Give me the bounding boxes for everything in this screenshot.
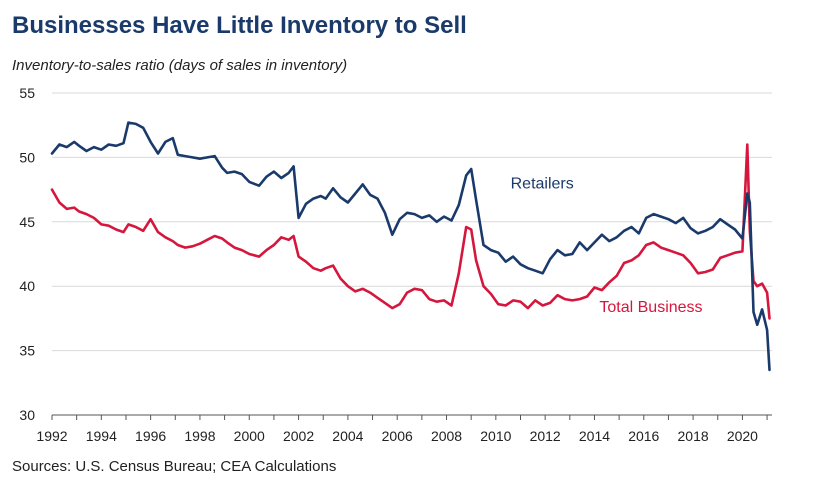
series-label-retailers: Retailers bbox=[511, 175, 574, 192]
y-tick-label: 30 bbox=[19, 407, 35, 423]
x-tick-label: 2014 bbox=[579, 428, 610, 444]
x-tick-label: 2002 bbox=[283, 428, 314, 444]
x-tick-label: 1996 bbox=[135, 428, 166, 444]
y-tick-label: 35 bbox=[19, 343, 35, 359]
x-tick-label: 1998 bbox=[184, 428, 215, 444]
series-labels: Retailers Total Business bbox=[511, 175, 703, 316]
gridlines bbox=[52, 92, 772, 352]
chart-subtitle: Inventory-to-sales ratio (days of sales … bbox=[12, 57, 348, 74]
y-tick-label: 55 bbox=[19, 85, 35, 101]
x-tick-label: 2018 bbox=[678, 428, 709, 444]
y-tick-label: 45 bbox=[19, 214, 35, 230]
x-tick-label: 2000 bbox=[234, 428, 265, 444]
x-tick-label: 2004 bbox=[332, 428, 363, 444]
series-label-total-business: Total Business bbox=[599, 299, 702, 316]
x-tick-label: 2008 bbox=[431, 428, 462, 444]
series bbox=[50, 121, 771, 372]
series-line-retailers bbox=[50, 121, 771, 372]
source-note: Sources: U.S. Census Bureau; CEA Calcula… bbox=[12, 458, 337, 475]
x-tick-label: 2016 bbox=[628, 428, 659, 444]
series-line-total-business bbox=[50, 143, 771, 320]
x-tick-label: 1992 bbox=[36, 428, 67, 444]
x-tick-label: 2012 bbox=[530, 428, 561, 444]
chart-title: Businesses Have Little Inventory to Sell bbox=[12, 12, 467, 39]
y-tick-label: 50 bbox=[19, 149, 35, 165]
x-tick-label: 2006 bbox=[382, 428, 413, 444]
x-tick-label: 1994 bbox=[86, 428, 117, 444]
axes: 30 35 40 45 50 55 1992 1994 1996 1998 2000 2002 2004… bbox=[19, 85, 772, 444]
x-tick-label: 2010 bbox=[480, 428, 511, 444]
x-tick-label: 2020 bbox=[727, 428, 758, 444]
y-tick-label: 40 bbox=[19, 278, 35, 294]
